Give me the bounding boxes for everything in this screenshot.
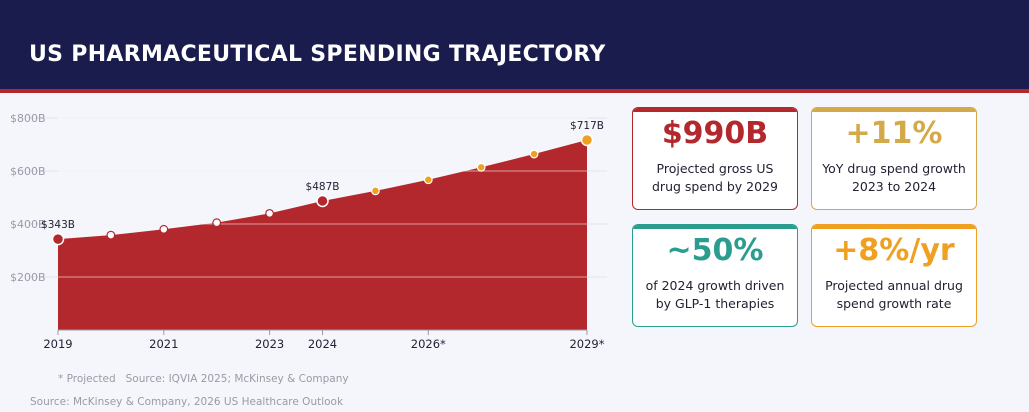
chart-source-note: Source: IQVIA 2025; McKinsey & Company xyxy=(125,373,349,385)
page-source-note: Source: McKinsey & Company, 2026 US Heal… xyxy=(30,396,344,408)
x-tick-label: 2021 xyxy=(149,337,178,351)
stat-description: Projected annual drug spend growth rate xyxy=(818,277,970,313)
stat-value: ~50% xyxy=(666,233,764,268)
chart-footnote: * Projected Source: IQVIA 2025; McKinsey … xyxy=(58,373,349,385)
stat-description-line: by GLP-1 therapies xyxy=(655,296,775,311)
stat-description: Projected gross US drug spend by 2029 xyxy=(639,160,791,196)
x-tick-label: 2026* xyxy=(411,337,446,351)
page-title: US PHARMACEUTICAL SPENDING TRAJECTORY xyxy=(29,42,606,67)
y-tick-label: $800B xyxy=(10,112,46,125)
data-point xyxy=(265,208,275,218)
projected-note: * Projected xyxy=(58,373,116,385)
header-bar xyxy=(0,0,1029,89)
stat-card-glp1-share: ~50% of 2024 growth driven by GLP-1 ther… xyxy=(632,224,798,327)
stat-description: YoY drug spend growth 2023 to 2024 xyxy=(818,160,970,196)
stat-description: of 2024 growth driven by GLP-1 therapies xyxy=(639,277,791,313)
data-label: $717B xyxy=(570,120,604,132)
stat-description-line: Projected annual drug xyxy=(825,278,963,293)
data-point xyxy=(212,218,222,228)
stat-card-gross-spend: $990B Projected gross US drug spend by 2… xyxy=(632,107,798,210)
card-accent-bar xyxy=(812,108,976,112)
data-point xyxy=(106,230,116,240)
y-tick-label: $600B xyxy=(10,165,46,178)
card-accent-bar xyxy=(812,225,976,229)
stat-card-yoy-growth: +11% YoY drug spend growth 2023 to 2024 xyxy=(811,107,977,210)
x-tick-label: 2023 xyxy=(255,337,284,351)
area-layer xyxy=(58,117,587,330)
data-point xyxy=(580,133,594,147)
stat-value: +8%/yr xyxy=(833,233,955,268)
data-point xyxy=(423,175,433,185)
x-tick-label: 2029* xyxy=(569,337,604,351)
card-accent-bar xyxy=(633,225,797,229)
x-tick-label: 2019 xyxy=(43,337,72,351)
y-tick-label: $200B xyxy=(10,271,46,284)
data-point xyxy=(529,149,539,159)
data-point xyxy=(371,186,380,196)
spending-area xyxy=(58,139,587,330)
stat-description-line: 2023 to 2024 xyxy=(851,179,937,194)
stat-value: $990B xyxy=(661,116,769,151)
stat-card-annual-growth: +8%/yr Projected annual drug spend growt… xyxy=(811,224,977,327)
y-tick-label: $400B xyxy=(10,218,46,231)
stat-description-line: of 2024 growth driven xyxy=(645,278,785,293)
label-layer: $200B $400B $600B $800B 2019 2021 2023 2024 2026… xyxy=(10,112,605,351)
stat-description-line: drug spend by 2029 xyxy=(652,179,778,194)
x-tick-label: 2024 xyxy=(308,337,337,351)
card-accent-bar xyxy=(633,108,797,112)
data-label: $487B xyxy=(306,181,340,193)
header-accent-stripe xyxy=(0,89,1029,93)
stat-description-line: Projected gross US xyxy=(656,161,774,176)
data-point xyxy=(316,194,329,208)
stat-description-line: YoY drug spend growth xyxy=(822,161,966,176)
data-point xyxy=(159,224,169,234)
data-point xyxy=(51,232,65,246)
data-point xyxy=(476,162,486,172)
spending-area-chart: $200B $400B $600B $800B 2019 2021 2023 2024 2026… xyxy=(10,112,607,351)
point-layer xyxy=(51,133,594,246)
data-label: $343B xyxy=(41,219,75,231)
stat-value: +11% xyxy=(845,116,943,151)
axis-layer xyxy=(57,329,588,335)
stat-description-line: spend growth rate xyxy=(836,296,952,311)
